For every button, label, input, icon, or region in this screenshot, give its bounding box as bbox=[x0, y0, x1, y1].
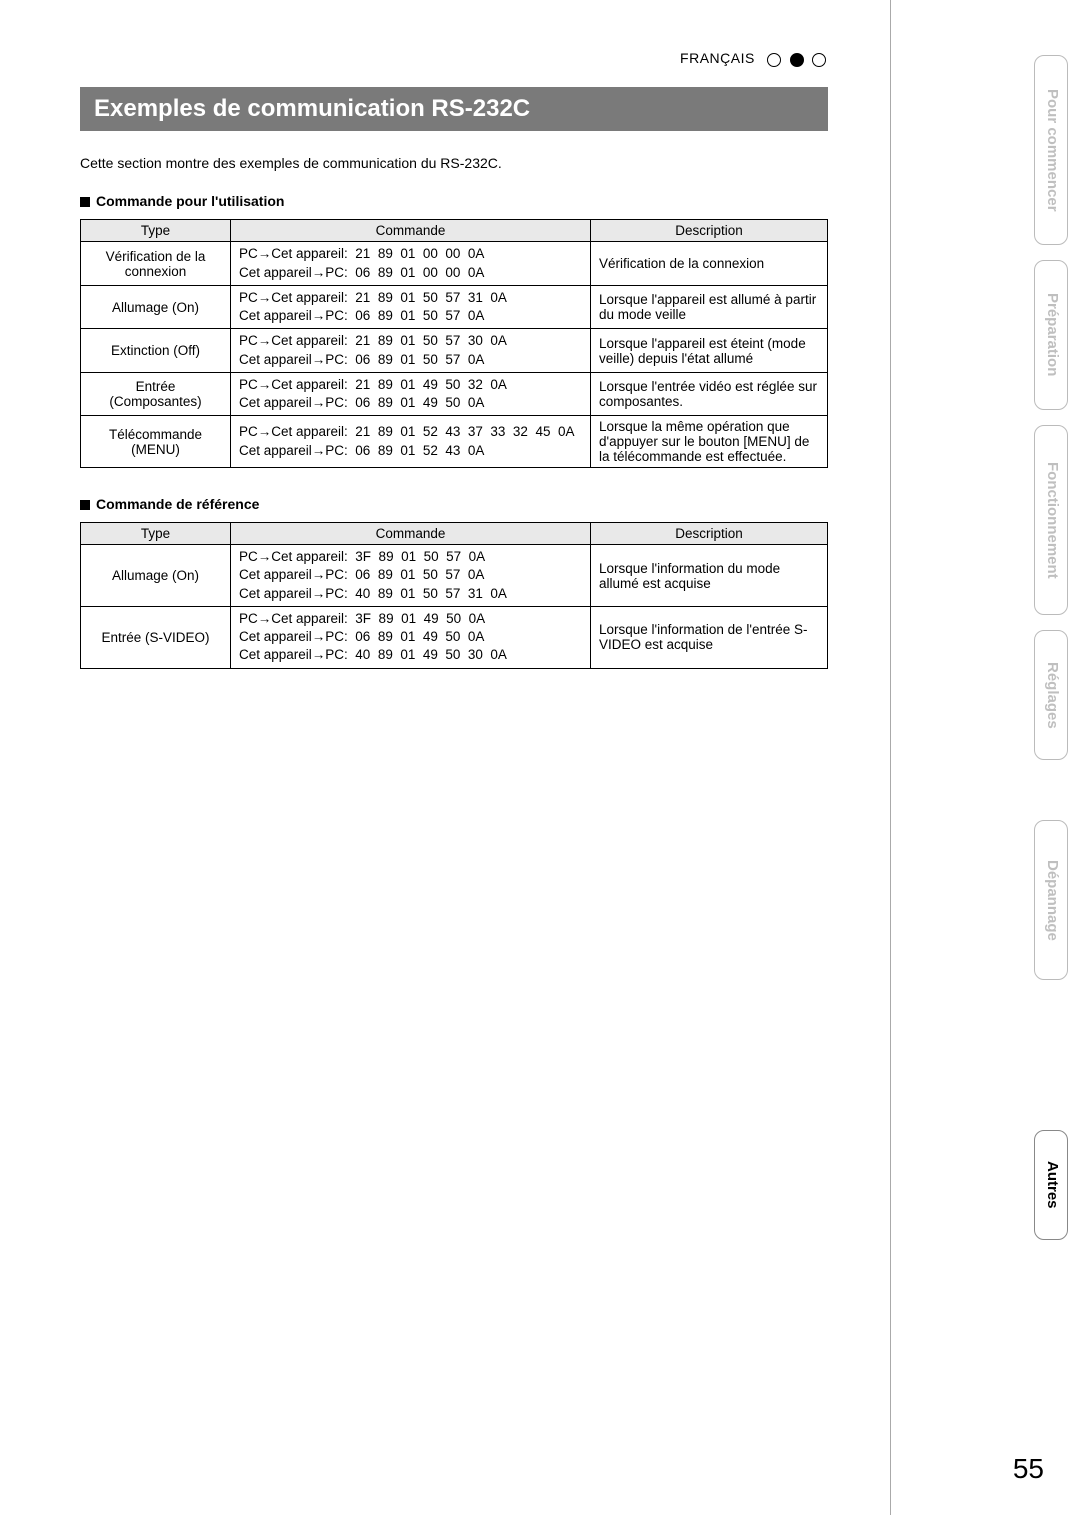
table-row: Allumage (On)PC→Cet appareil: 21 89 01 5… bbox=[81, 285, 828, 328]
side-tab[interactable]: Réglages bbox=[1034, 630, 1068, 760]
table-row: Entrée (S-VIDEO)PC→Cet appareil: 3F 89 0… bbox=[81, 606, 828, 668]
table-row: Vérification de la connexionPC→Cet appar… bbox=[81, 242, 828, 285]
section2-heading: Commande de référence bbox=[80, 496, 828, 512]
cell-type: Télécommande (MENU) bbox=[81, 416, 231, 468]
page-content: FRANÇAIS Exemples de communication RS-23… bbox=[0, 0, 888, 727]
side-tab[interactable]: Préparation bbox=[1034, 260, 1068, 410]
page-number: 55 bbox=[1013, 1453, 1044, 1485]
cell-command: PC→Cet appareil: 21 89 01 50 57 31 0A Ce… bbox=[231, 285, 591, 328]
col-type-header: Type bbox=[81, 220, 231, 242]
table-row: Entrée (Composantes)PC→Cet appareil: 21 … bbox=[81, 372, 828, 415]
section1-heading-text: Commande pour l'utilisation bbox=[96, 193, 284, 209]
side-tab[interactable]: Fonctionnement bbox=[1034, 425, 1068, 615]
section1-heading: Commande pour l'utilisation bbox=[80, 193, 828, 209]
side-tab[interactable]: Autres bbox=[1034, 1130, 1068, 1240]
side-tab[interactable]: Pour commencer bbox=[1034, 55, 1068, 245]
col-cmd-header: Commande bbox=[231, 220, 591, 242]
col-type-header2: Type bbox=[81, 523, 231, 545]
cell-command: PC→Cet appareil: 21 89 01 52 43 37 33 32… bbox=[231, 416, 591, 468]
cell-type: Extinction (Off) bbox=[81, 329, 231, 372]
section2-heading-text: Commande de référence bbox=[96, 496, 259, 512]
col-cmd-header2: Commande bbox=[231, 523, 591, 545]
cell-type: Allumage (On) bbox=[81, 545, 231, 607]
cell-command: PC→Cet appareil: 21 89 01 50 57 30 0A Ce… bbox=[231, 329, 591, 372]
lang-dot-3 bbox=[812, 53, 826, 67]
language-dots bbox=[765, 51, 828, 67]
cell-command: PC→Cet appareil: 3F 89 01 49 50 0A Cet a… bbox=[231, 606, 591, 668]
cell-command: PC→Cet appareil: 21 89 01 49 50 32 0A Ce… bbox=[231, 372, 591, 415]
cell-command: PC→Cet appareil: 21 89 01 00 00 0A Cet a… bbox=[231, 242, 591, 285]
cell-description: Lorsque la même opération que d'appuyer … bbox=[591, 416, 828, 468]
cell-command: PC→Cet appareil: 3F 89 01 50 57 0A Cet a… bbox=[231, 545, 591, 607]
cell-description: Lorsque l'information de l'entrée S-VIDE… bbox=[591, 606, 828, 668]
cell-type: Entrée (S-VIDEO) bbox=[81, 606, 231, 668]
cell-type: Allumage (On) bbox=[81, 285, 231, 328]
intro-text: Cette section montre des exemples de com… bbox=[80, 155, 828, 171]
col-desc-header: Description bbox=[591, 220, 828, 242]
cell-type: Entrée (Composantes) bbox=[81, 372, 231, 415]
language-indicator: FRANÇAIS bbox=[80, 50, 828, 67]
language-label: FRANÇAIS bbox=[680, 50, 755, 66]
side-tab[interactable]: Dépannage bbox=[1034, 820, 1068, 980]
bullet-square-icon bbox=[80, 500, 90, 510]
lang-dot-2 bbox=[790, 53, 804, 67]
col-desc-header2: Description bbox=[591, 523, 828, 545]
cell-description: Lorsque l'entrée vidéo est réglée sur co… bbox=[591, 372, 828, 415]
table-row: Allumage (On)PC→Cet appareil: 3F 89 01 5… bbox=[81, 545, 828, 607]
bullet-square-icon bbox=[80, 197, 90, 207]
cell-description: Lorsque l'appareil est allumé à partir d… bbox=[591, 285, 828, 328]
cell-description: Vérification de la connexion bbox=[591, 242, 828, 285]
table-row: Extinction (Off)PC→Cet appareil: 21 89 0… bbox=[81, 329, 828, 372]
usage-command-table: Type Commande Description Vérification d… bbox=[80, 219, 828, 468]
cell-type: Vérification de la connexion bbox=[81, 242, 231, 285]
page-title: Exemples de communication RS-232C bbox=[80, 87, 828, 131]
reference-command-table: Type Commande Description Allumage (On)P… bbox=[80, 522, 828, 668]
cell-description: Lorsque l'appareil est éteint (mode veil… bbox=[591, 329, 828, 372]
table-row: Télécommande (MENU)PC→Cet appareil: 21 8… bbox=[81, 416, 828, 468]
cell-description: Lorsque l'information du mode allumé est… bbox=[591, 545, 828, 607]
lang-dot-1 bbox=[767, 53, 781, 67]
